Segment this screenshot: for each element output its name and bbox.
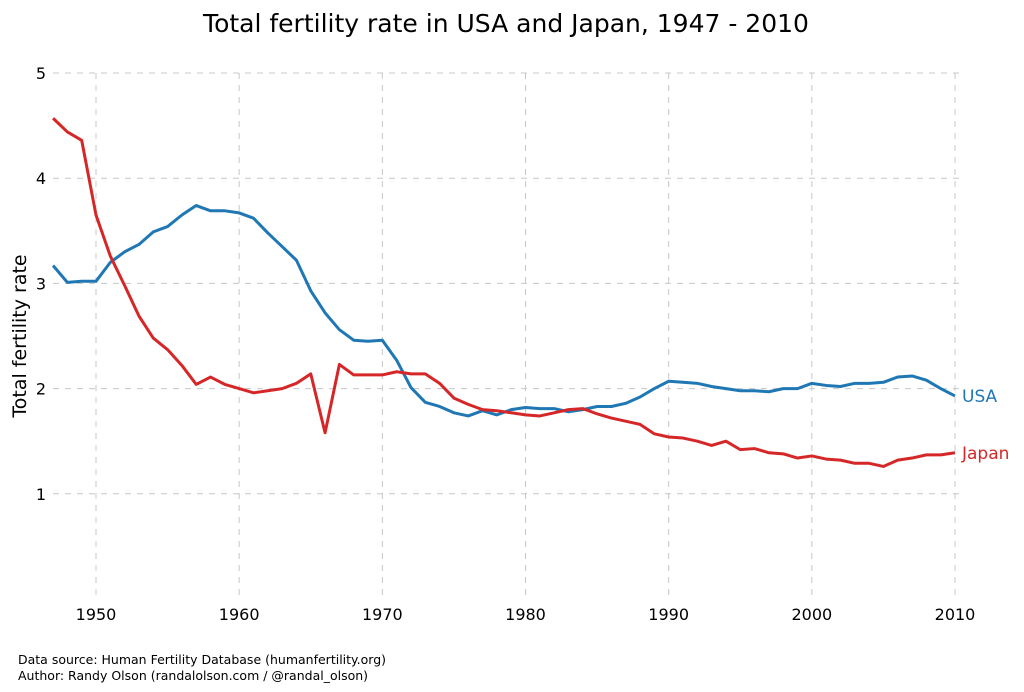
y-tick-label: 4 xyxy=(36,169,46,188)
series-label-usa: USA xyxy=(962,387,998,407)
y-tick-label: 5 xyxy=(36,64,46,83)
x-tick-label: 2010 xyxy=(935,605,976,624)
series-line-japan xyxy=(52,117,956,468)
x-tick-label: 1960 xyxy=(219,605,260,624)
series-line-usa xyxy=(51,204,956,418)
tick-labels: 1950 1960 1970 1980 1990 2000 2010 1 2 3 4 5 xyxy=(36,64,976,624)
x-tick-label: 1970 xyxy=(362,605,403,624)
y-tick-label: 1 xyxy=(36,485,46,504)
x-tick-label: 1980 xyxy=(505,605,546,624)
y-axis-label: Total fertility rate xyxy=(9,254,31,418)
author-note: Author: Randy Olson (randalolson.com / @… xyxy=(18,668,369,683)
series-lines xyxy=(51,117,956,468)
chart-title: Total fertility rate in USA and Japan, 1… xyxy=(202,9,809,38)
data-source-note: Data source: Human Fertility Database (h… xyxy=(18,652,387,667)
x-tick-label: 1950 xyxy=(76,605,117,624)
x-tick-label: 2000 xyxy=(791,605,832,624)
y-tick-label: 3 xyxy=(36,274,46,293)
series-labels: USA Japan xyxy=(961,387,1009,464)
y-tick-label: 2 xyxy=(36,380,46,399)
series-label-japan: Japan xyxy=(961,444,1009,464)
x-tick-label: 1990 xyxy=(648,605,689,624)
gridlines xyxy=(53,72,960,599)
